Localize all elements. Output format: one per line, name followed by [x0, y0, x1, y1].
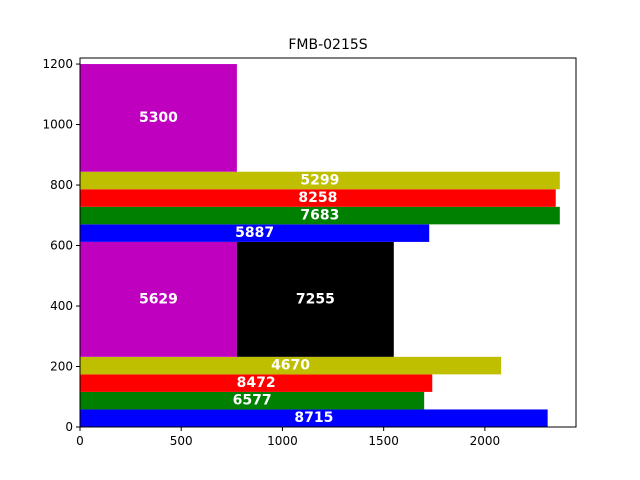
bars-layer — [80, 64, 560, 427]
bar-label-8715: 8715 — [294, 410, 333, 426]
bar-8258 — [80, 189, 556, 207]
bar-7683 — [80, 206, 560, 225]
y-tick-label: 600 — [50, 239, 73, 253]
bar-label-5300: 5300 — [139, 110, 178, 126]
y-axis: 0 200 400 600 800 1000 1200 — [42, 57, 80, 434]
y-tick-label: 1000 — [42, 118, 73, 132]
bar-label-5887: 5887 — [235, 225, 274, 241]
x-axis: 0 500 1000 1500 2000 — [76, 427, 500, 448]
chart-title: FMB-0215S — [288, 37, 367, 53]
x-tick-label: 2000 — [470, 434, 501, 448]
bar-label-5629: 5629 — [139, 291, 178, 307]
bar-label-8472: 8472 — [237, 375, 276, 391]
y-tick-label: 400 — [50, 299, 73, 313]
bar-4670 — [80, 356, 502, 375]
bar-5887 — [80, 224, 430, 242]
bar-label-7683: 7683 — [300, 208, 339, 224]
bar-label-7255: 7255 — [296, 291, 335, 307]
bar-8715 — [80, 409, 548, 427]
plot-frame — [79, 57, 577, 428]
x-tick-label: 500 — [170, 434, 193, 448]
x-tick-label: 0 — [76, 434, 84, 448]
bar-label-8258: 8258 — [298, 190, 337, 206]
y-tick-label: 1200 — [42, 57, 73, 71]
bar-5299 — [80, 171, 560, 190]
bar-label-6577: 6577 — [233, 393, 272, 409]
x-tick-label: 1500 — [368, 434, 399, 448]
bar-5300 — [80, 64, 237, 172]
bar-8472 — [80, 374, 433, 392]
x-tick-label: 1000 — [267, 434, 298, 448]
bar-7255 — [236, 241, 394, 357]
bar-6577 — [80, 391, 425, 410]
y-tick-label: 200 — [50, 360, 73, 374]
y-tick-label: 800 — [50, 178, 73, 192]
bar-5629 — [80, 241, 237, 357]
bar-label-4670: 4670 — [271, 358, 310, 374]
y-tick-label: 0 — [65, 420, 73, 434]
bar-label-5299: 5299 — [300, 172, 339, 188]
